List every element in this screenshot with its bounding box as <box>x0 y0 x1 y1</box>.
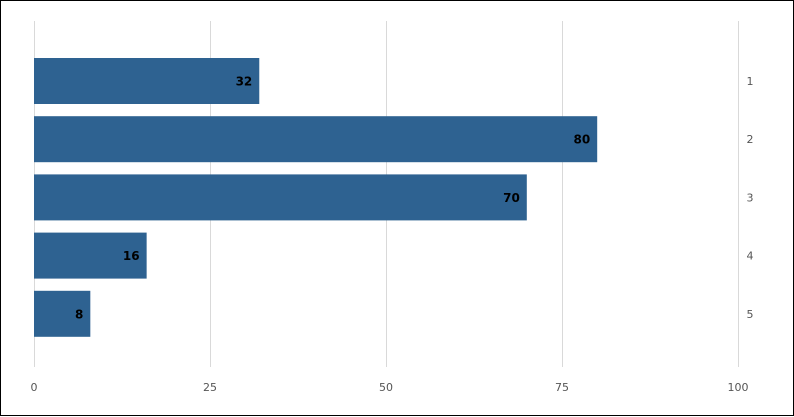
x-tick-label: 50 <box>379 381 393 394</box>
bar-value-label: 80 <box>573 133 590 147</box>
bar-value-label: 70 <box>503 191 520 205</box>
bar <box>34 232 147 279</box>
bar <box>34 290 91 337</box>
x-tick-label: 100 <box>728 381 749 394</box>
bar-value-label: 8 <box>75 307 83 321</box>
bar <box>34 58 260 104</box>
x-tick-label: 75 <box>555 381 569 394</box>
category-labels: 1 2 3 4 5 <box>747 75 754 321</box>
bar-value-label: 32 <box>236 75 253 89</box>
bar-value-label: 16 <box>123 249 140 263</box>
data-labels: 32 80 70 16 8 <box>75 75 590 322</box>
category-label: 4 <box>747 250 754 263</box>
x-tick-label: 0 <box>31 381 38 394</box>
category-label: 1 <box>747 75 754 88</box>
x-axis-ticks: 0 25 50 75 100 <box>31 381 749 394</box>
bar <box>34 116 598 163</box>
category-label: 2 <box>747 133 754 146</box>
x-tick-label: 25 <box>203 381 217 394</box>
category-label: 3 <box>747 191 754 204</box>
bar <box>34 174 527 221</box>
bars <box>34 58 598 337</box>
category-label: 5 <box>747 308 754 321</box>
